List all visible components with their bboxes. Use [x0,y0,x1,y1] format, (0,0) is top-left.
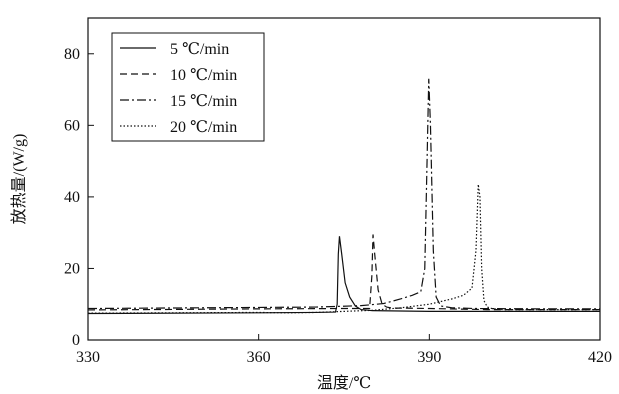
x-axis-title: 温度/℃ [317,374,371,392]
legend-label: 15 ℃/min [170,93,237,110]
y-tick-label: 0 [72,332,80,349]
series-line-4 [87,184,600,314]
x-tick-label: 420 [588,349,612,366]
y-tick-label: 60 [64,117,80,134]
x-tick-label: 360 [247,349,271,366]
x-tick-label: 330 [76,349,100,366]
series-line-2 [87,234,600,311]
x-tick-label: 390 [417,349,441,366]
series-line-3 [87,78,600,310]
legend-label: 5 ℃/min [170,41,229,58]
y-tick-label: 20 [64,260,80,277]
legend-box [111,32,265,142]
y-axis-ticks: 0 20 40 60 80 [64,46,94,349]
x-axis-ticks: 330 360 390 420 [76,334,612,366]
plot-area-border [87,17,601,341]
legend: 5 ℃/min 10 ℃/min 15 ℃/min 20 ℃/min [111,32,265,142]
series-line-1 [87,236,600,315]
y-tick-label: 80 [64,46,80,63]
y-axis-title: 放热量/(W/g) [10,134,28,225]
series-lines [87,78,600,315]
legend-label: 10 ℃/min [170,67,237,84]
plot-frame [87,17,601,341]
legend-label: 20 ℃/min [170,119,237,136]
y-tick-label: 40 [64,189,80,206]
